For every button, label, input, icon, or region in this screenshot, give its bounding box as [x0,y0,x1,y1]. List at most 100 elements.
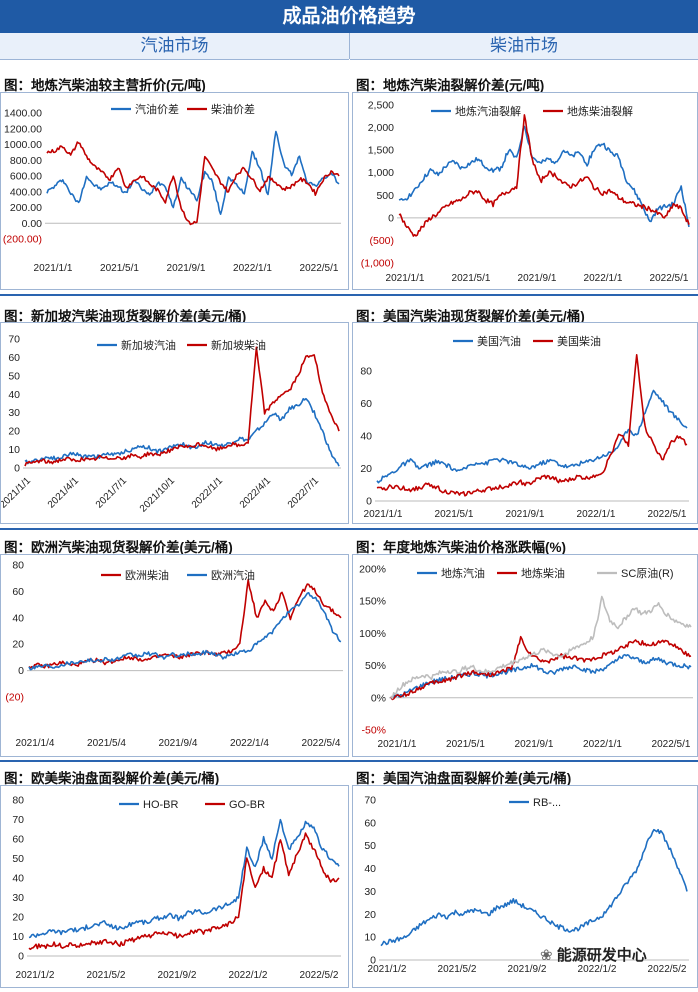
series-line-c4-1 [376,353,688,497]
y-tick-label: 40 [360,431,372,443]
x-tick-label: 2021/9/4 [159,738,198,749]
page-header: 成品油价格趋势 [0,0,698,33]
col-header-gasoline: 汽油市场 [0,33,349,60]
x-tick-label: 2021/9/1 [518,273,557,284]
legend-label: 柴油价差 [211,102,255,116]
y-tick-label: 10 [364,932,376,944]
col-divider [349,33,350,59]
y-tick-label: 50 [12,853,24,865]
x-tick-label: 2021/10/1 [138,475,178,515]
y-tick-label: 80 [12,560,24,572]
x-tick-label: 2021/9/1 [506,509,545,520]
x-tick-label: 2021/5/1 [446,739,485,750]
x-tick-label: 2022/1/1 [584,273,623,284]
y-tick-label: (1,000) [361,258,394,270]
legend-label: SC原油(R) [621,566,674,580]
x-tick-label: 2021/9/2 [158,970,197,981]
y-tick-label: 70 [12,814,24,826]
chart-title-c8: 图：美国汽油盘面裂解价差(美元/桶) [356,771,572,786]
y-tick-label: 40 [12,873,24,885]
chart-title-c7: 图：欧美柴油盘面裂解价差(美元/桶) [4,771,220,786]
x-tick-label: 2021/1/1 [378,739,417,750]
y-tick-label: 60 [360,398,372,410]
legend-label: 新加坡汽油 [121,338,176,352]
x-tick-label: 2021/1/1 [1,475,33,511]
series-line-c7-0 [28,818,340,939]
y-tick-label: 200% [359,564,386,576]
series-line-c2-1 [398,114,690,237]
x-tick-label: 2022/5/4 [302,738,341,749]
legend-label: 欧洲柴油 [125,568,169,582]
legend-label: 地炼汽油 [441,566,485,580]
legend-label: RB-... [533,797,561,809]
x-tick-label: 2021/9/1 [515,739,554,750]
y-tick-label: 0 [18,665,24,677]
chart-panel-c8: 70 60 50 40 30 20 10 0 2021/1/2 2021/5/2 2021/9/2 2… [352,785,698,988]
legend-label: GO-BR [229,799,265,811]
y-tick-label: 50% [365,660,386,672]
y-tick-label: 150% [359,596,386,608]
y-tick-label: 200.00 [10,202,42,214]
series-line-c7-1 [28,832,340,951]
x-tick-label: 2021/1/4 [16,738,55,749]
y-tick-label: 0 [18,951,24,963]
y-tick-label: 80 [360,366,372,378]
series-line-c2-0 [398,125,690,228]
y-tick-label: 30 [8,407,20,419]
x-tick-label: 2021/5/2 [438,964,477,975]
y-tick-label: 70 [8,334,20,346]
y-tick-label: 0 [366,496,372,508]
chart-panel-c7: 80 70 60 50 40 30 20 10 0 2021/1/2 2021/5/2 2021/9/… [0,785,349,988]
y-tick-label: 50 [8,370,20,382]
y-tick-label: 2,000 [368,122,394,134]
x-tick-label: 2022/1/4 [230,738,269,749]
chart-title-c5: 图：欧洲汽柴油现货裂解价差(美元/桶) [4,540,233,555]
x-tick-label: 2022/4/1 [238,475,274,511]
series-line-c8-0 [380,828,688,947]
y-tick-label: 1000.00 [4,139,42,151]
chart-title-c3: 图：新加坡汽柴油现货裂解价差(美元/桶) [4,309,247,324]
x-tick-label: 2022/5/1 [650,273,689,284]
y-tick-label: 500 [376,190,394,202]
y-tick-label: 400.00 [10,186,42,198]
y-tick-label: 20 [12,639,24,651]
y-tick-label: 40 [364,863,376,875]
row-divider-3 [0,760,698,762]
y-tick-label: 20 [12,912,24,924]
series-line-c1-0 [46,130,340,215]
y-tick-label: 1400.00 [4,108,42,120]
x-tick-label: 2021/7/1 [94,475,130,511]
series-line-c4-0 [376,389,688,484]
chart-title-c2: 图：地炼汽柴油裂解价差(元/吨) [356,78,545,93]
y-tick-label: 60 [12,586,24,598]
wechat-icon: ❀ [540,947,557,964]
y-tick-label: 10 [8,444,20,456]
chart-c7: 80 70 60 50 40 30 20 10 0 2021/1/2 2021/5/2 2021/9/… [12,795,341,981]
chart-title-c1: 图：地炼汽柴油较主营折价(元/吨) [4,78,206,93]
y-tick-label: -50% [361,725,386,737]
chart-title-c6: 图：年度地炼汽柴油价格涨跌幅(%) [356,540,566,555]
x-tick-label: 2021/4/1 [46,475,82,511]
y-tick-label: 60 [364,817,376,829]
legend-label: 地炼汽油裂解 [455,104,521,118]
y-tick-label: 800.00 [10,155,42,167]
series-line-c5-1 [28,591,342,671]
row-divider-1 [0,294,698,296]
x-tick-label: 2021/9/2 [508,964,547,975]
x-tick-label: 2021/1/2 [368,964,407,975]
y-tick-label: 0 [370,955,376,967]
x-tick-label: 2021/1/1 [386,273,425,284]
x-tick-label: 2022/1/1 [233,263,272,274]
legend-label: 美国汽油 [477,334,521,348]
series-line-c6-2 [390,595,692,700]
y-tick-label: 60 [8,352,20,364]
y-tick-label: 70 [364,795,376,807]
y-tick-label: 0 [14,463,20,475]
legend-label: 地炼柴油 [521,566,565,580]
x-tick-label: 2021/1/1 [34,263,73,274]
chart-title-c4: 图：美国汽柴油现货裂解价差(美元/桶) [356,309,585,324]
y-tick-label: (500) [369,235,394,247]
x-tick-label: 2022/1/1 [577,509,616,520]
